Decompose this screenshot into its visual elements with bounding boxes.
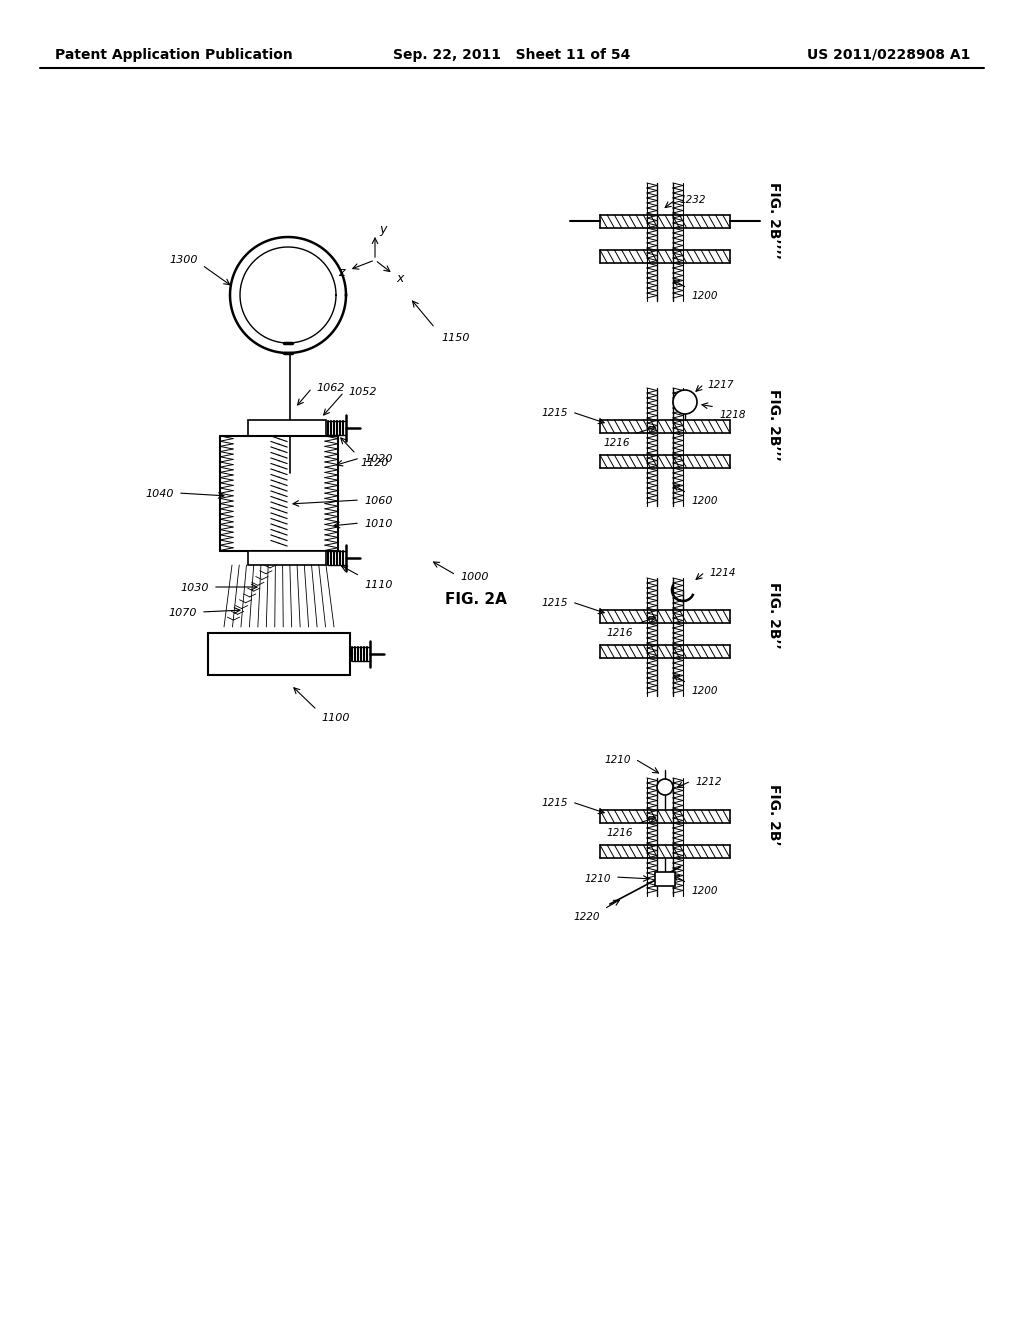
Text: 1215: 1215 — [542, 598, 568, 609]
Text: US 2011/0228908 A1: US 2011/0228908 A1 — [807, 48, 970, 62]
Circle shape — [657, 779, 673, 795]
Text: y: y — [379, 223, 386, 236]
Text: FIG. 2A: FIG. 2A — [445, 591, 507, 607]
Text: 1215: 1215 — [542, 799, 568, 808]
Text: 1220: 1220 — [573, 912, 600, 921]
Text: 1200: 1200 — [691, 290, 718, 301]
Text: 1216: 1216 — [606, 628, 633, 638]
Text: 1210: 1210 — [604, 755, 631, 766]
Bar — [655, 873, 675, 886]
Bar — [248, 420, 326, 436]
Text: 1200: 1200 — [691, 496, 718, 506]
Text: 1020: 1020 — [364, 454, 392, 465]
Bar — [208, 634, 350, 675]
Text: 1110: 1110 — [364, 579, 392, 590]
Text: 1052: 1052 — [348, 387, 377, 397]
Text: FIG. 2B’’’: FIG. 2B’’’ — [767, 389, 781, 461]
Text: 1060: 1060 — [364, 496, 392, 506]
Text: 1212: 1212 — [695, 777, 722, 787]
Text: x: x — [396, 272, 403, 285]
Text: 1040: 1040 — [145, 488, 174, 499]
Bar — [248, 550, 326, 565]
Text: 1100: 1100 — [321, 713, 349, 723]
Text: 1216: 1216 — [606, 828, 633, 838]
Text: FIG. 2B’’’’: FIG. 2B’’’’ — [767, 181, 781, 259]
Text: 1070: 1070 — [169, 609, 197, 618]
Text: 1217: 1217 — [708, 380, 734, 389]
Text: 1150: 1150 — [441, 333, 469, 343]
Text: 1200: 1200 — [691, 886, 718, 896]
Text: 1214: 1214 — [709, 568, 735, 578]
Text: z: z — [338, 265, 344, 279]
Text: 1010: 1010 — [364, 519, 392, 529]
Text: 1030: 1030 — [180, 583, 209, 593]
Text: 1000: 1000 — [460, 572, 488, 582]
Text: 1062: 1062 — [316, 383, 344, 393]
Text: 1216: 1216 — [603, 438, 630, 447]
Text: 1120: 1120 — [360, 458, 388, 469]
Text: Patent Application Publication: Patent Application Publication — [55, 48, 293, 62]
Text: 1210: 1210 — [585, 874, 611, 884]
Text: Sep. 22, 2011   Sheet 11 of 54: Sep. 22, 2011 Sheet 11 of 54 — [393, 48, 631, 62]
Text: FIG. 2B’’: FIG. 2B’’ — [767, 582, 781, 648]
Text: FIG. 2B’: FIG. 2B’ — [767, 784, 781, 846]
Text: 1218: 1218 — [719, 411, 745, 420]
Circle shape — [673, 389, 697, 414]
Text: 1232: 1232 — [679, 195, 706, 205]
Text: 1215: 1215 — [542, 408, 568, 418]
Text: 1300: 1300 — [170, 255, 198, 265]
Text: 1200: 1200 — [691, 686, 718, 696]
